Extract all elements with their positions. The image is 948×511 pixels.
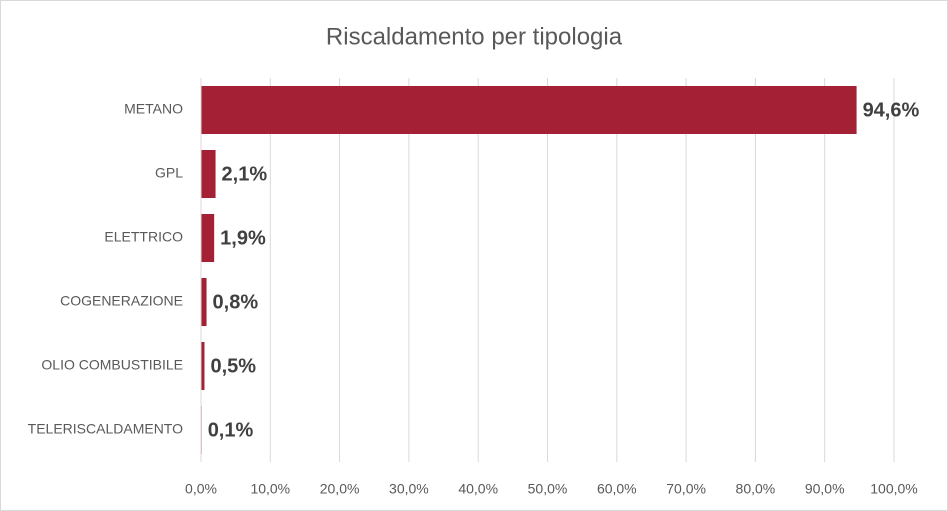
y-tick-label: TELERISCALDAMENTO [28, 421, 183, 437]
bar [201, 278, 207, 326]
y-tick-label: ELETTRICO [104, 229, 183, 245]
y-tick-label: METANO [124, 101, 183, 117]
x-tick-label: 30,0% [389, 481, 429, 497]
x-tick-label: 90,0% [805, 481, 845, 497]
y-tick-label: OLIO COMBUSTIBILE [41, 357, 183, 373]
value-label: 2,1% [222, 163, 268, 185]
bar [201, 214, 215, 262]
value-label: 0,8% [213, 291, 259, 313]
y-tick-label: GPL [155, 165, 183, 181]
x-tick-label: 10,0% [250, 481, 290, 497]
x-tick-label: 80,0% [736, 481, 776, 497]
x-tick-label: 70,0% [666, 481, 706, 497]
x-tick-label: 20,0% [320, 481, 360, 497]
y-tick-label: COGENERAZIONE [60, 293, 183, 309]
x-tick-label: 0,0% [185, 481, 217, 497]
value-label: 0,5% [210, 355, 256, 377]
value-label: 1,9% [220, 227, 266, 249]
bar [201, 150, 216, 198]
chart-title: Riscaldamento per tipologia [326, 23, 623, 50]
value-label: 94,6% [863, 99, 920, 121]
value-label: 0,1% [208, 419, 254, 441]
x-tick-label: 60,0% [597, 481, 637, 497]
x-tick-label: 50,0% [528, 481, 568, 497]
x-tick-label: 100,0% [870, 481, 917, 497]
bar [201, 342, 205, 390]
bar [201, 86, 857, 134]
x-tick-label: 40,0% [458, 481, 498, 497]
